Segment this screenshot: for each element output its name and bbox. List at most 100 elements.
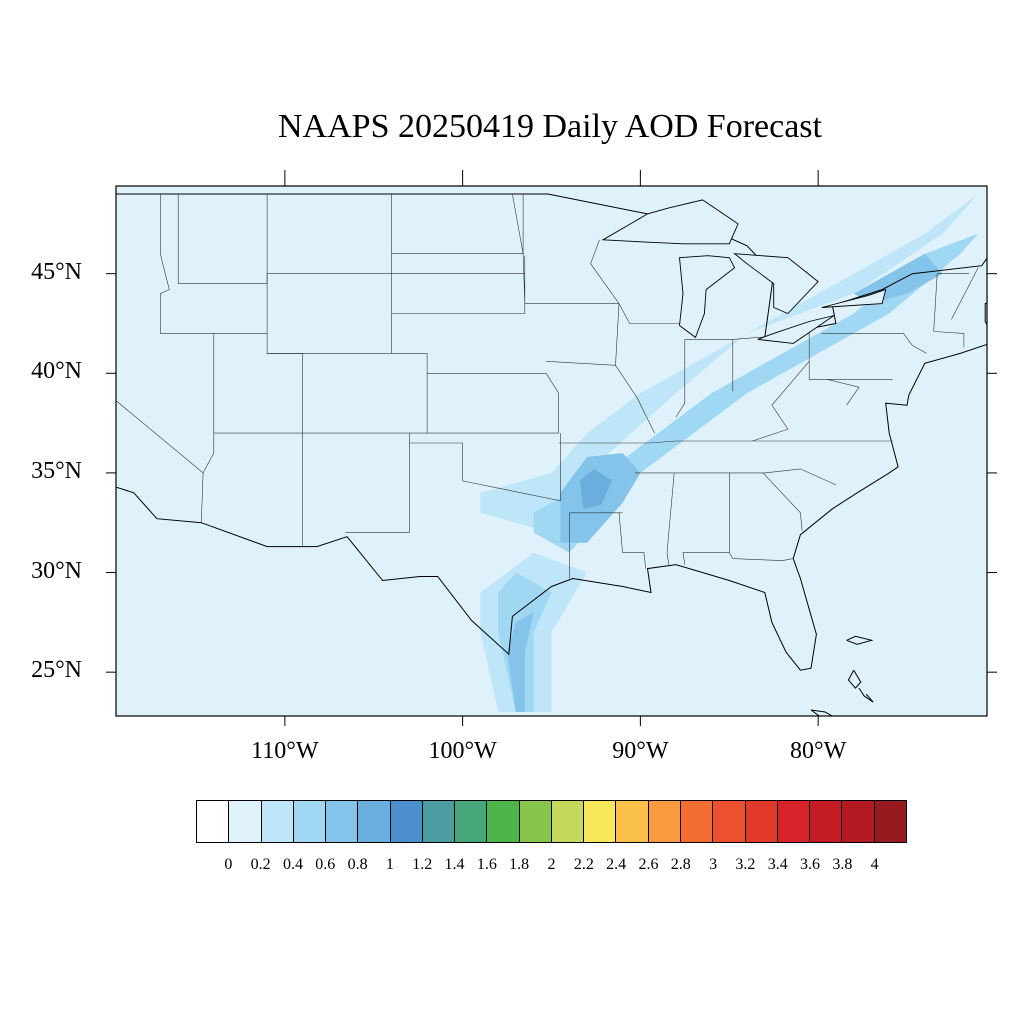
colorbar-label: 0.6 (315, 856, 336, 873)
lat-label: 35°N (31, 457, 82, 484)
state-boundary-8 (345, 433, 410, 534)
lat-label: 25°N (31, 657, 82, 684)
state-boundary-14 (409, 433, 561, 502)
colorbar-swatch (810, 801, 843, 842)
state-boundary-23 (762, 472, 803, 531)
state-boundary-21 (729, 552, 794, 561)
coastline-0 (116, 193, 987, 671)
lon-label: 100°W (428, 738, 497, 764)
colorbar-swatch (648, 801, 681, 842)
aod-region-7 (579, 468, 612, 509)
colorbar-label: 1 (385, 856, 394, 873)
map-frame (115, 185, 988, 717)
colorbar-label: 3.4 (767, 856, 788, 873)
state-boundary-33 (808, 333, 893, 380)
colorbar-label: 4 (870, 856, 879, 873)
colorbar-label: 1.8 (509, 856, 530, 873)
colorbar-swatch (519, 801, 552, 842)
colorbar-swatch (293, 801, 327, 842)
colorbar-swatch (390, 801, 423, 842)
state-boundary-34 (752, 361, 810, 442)
colorbar-label: 2.6 (638, 856, 659, 873)
great-lake-0 (601, 199, 739, 245)
state-boundary-30 (675, 339, 686, 418)
state-boundary-18 (618, 512, 646, 569)
lon-label: 90°W (612, 738, 669, 764)
state-boundary-17 (558, 440, 893, 444)
state-boundary-37 (933, 273, 938, 332)
colorbar-swatch (680, 801, 714, 842)
lat-label: 30°N (31, 557, 82, 584)
state-boundary-35 (826, 379, 860, 406)
great-lake-4 (821, 288, 887, 308)
lat-label: 45°N (31, 258, 82, 285)
axis-ticks (106, 170, 997, 726)
colorbar-label: 2.2 (573, 856, 594, 873)
colorbar-label: 0.8 (347, 856, 368, 873)
state-boundary-27 (618, 303, 685, 324)
state-boundary-5 (302, 194, 428, 434)
colorbar-swatch (584, 801, 617, 842)
colorbar-label: 3.2 (735, 856, 756, 873)
colorbar-label: 0 (224, 856, 233, 873)
aod-colorbar (196, 800, 907, 843)
state-boundary-19 (666, 472, 675, 565)
colorbar-swatch (551, 801, 585, 842)
state-boundary-6 (177, 194, 392, 284)
lat-label: 40°N (31, 358, 82, 385)
great-lake-1 (679, 255, 736, 339)
aod-contour-layer (480, 194, 979, 712)
colorbar-swatch (777, 801, 811, 842)
colorbar-label: 2.4 (606, 856, 627, 873)
colorbar-label: 3 (709, 856, 718, 873)
state-boundary-13 (427, 373, 559, 434)
colorbar-swatch (842, 801, 875, 842)
state-boundary-36 (821, 333, 927, 354)
great-lake-2 (733, 253, 819, 315)
colorbar-swatch (358, 801, 391, 842)
state-boundary-11 (391, 255, 526, 314)
colorbar-swatch (455, 801, 488, 842)
map-title: NAAPS 20250419 Daily AOD Forecast (278, 108, 822, 145)
colorbar-label: 1.6 (476, 856, 497, 873)
lon-label: 110°W (251, 738, 319, 764)
colorbar-swatch (616, 801, 649, 842)
colorbar-label: 0.4 (282, 856, 303, 873)
colorbar-swatch (874, 801, 906, 842)
state-boundary-0 (160, 194, 268, 334)
colorbar-swatch (487, 801, 520, 842)
colorbar-swatch (197, 801, 230, 842)
state-boundary-25 (522, 194, 526, 304)
state-boundary-29 (615, 365, 655, 434)
colorbar-label: 2 (547, 856, 556, 873)
great-lake-3 (757, 315, 835, 344)
aod-map (106, 170, 997, 726)
lon-label: 80°W (790, 738, 847, 764)
island-outline-2 (847, 669, 862, 689)
colorbar-swatch (326, 801, 359, 842)
colorbar-label: 3.6 (800, 856, 821, 873)
state-boundary-38 (933, 331, 965, 348)
colorbar-swatch (229, 801, 262, 842)
state-boundary-2 (202, 333, 215, 474)
colorbar-swatch (745, 801, 778, 842)
state-boundary-39 (951, 267, 979, 320)
colorbar-swatch (713, 801, 746, 842)
colorbar-swatch (422, 801, 456, 842)
island-outline-1 (846, 635, 874, 645)
state-boundary-22 (635, 468, 837, 486)
island-outline-3 (858, 687, 874, 703)
colorbar-label: 1.2 (412, 856, 433, 873)
aod-region-2 (533, 233, 979, 553)
aod-region-5 (507, 612, 534, 712)
state-boundaries-layer (116, 193, 979, 579)
colorbar-label: 2.8 (670, 856, 691, 873)
colorbar-label: 1.4 (444, 856, 465, 873)
state-boundary-26 (590, 239, 620, 304)
colorbar-label: 3.8 (832, 856, 853, 873)
aod-region-0 (480, 194, 979, 533)
colorbar-label: 0.2 (250, 856, 271, 873)
colorbar-swatch (261, 801, 294, 842)
state-boundary-1 (116, 400, 204, 523)
great-lakes-layer (601, 199, 887, 344)
